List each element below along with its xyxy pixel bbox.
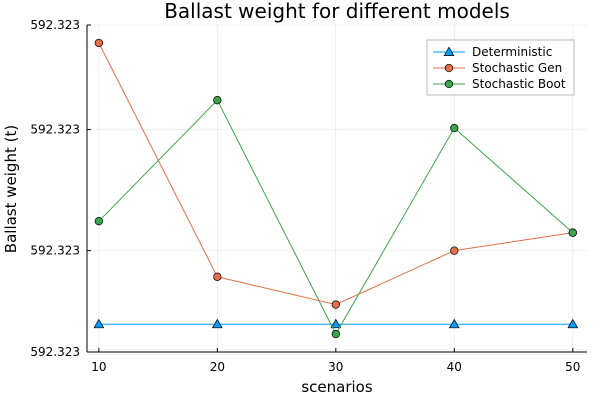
series-deterministic [93,318,579,329]
series-stochastic-gen [94,38,577,309]
data-point-stochastic-gen [331,300,340,309]
series-stochastic-boot [94,96,577,339]
data-point-stochastic-gen [94,38,103,48]
data-point-deterministic [93,318,105,329]
y-axis-label: Ballast weight (t) [2,125,20,253]
data-point-deterministic [448,318,460,329]
data-point-stochastic-boot [568,228,577,237]
x-tick-label: 30 [328,360,343,374]
legend-marker-stochastic-boot [444,79,454,89]
data-point-deterministic [330,318,342,329]
x-axis-label: scenarios [301,378,373,396]
x-tick-label: 40 [447,360,462,374]
x-ticks: 10 20 30 40 50 [91,348,580,374]
legend-label-stochastic-gen: Stochastic Gen [472,61,562,75]
data-point-stochastic-boot [450,123,459,133]
legend-label-stochastic-boot: Stochastic Boot [472,77,566,91]
x-tick-label: 20 [210,360,225,374]
data-point-stochastic-boot [94,217,103,226]
legend-marker-stochastic-gen [444,63,454,73]
series-group [93,38,579,339]
y-tick-label: 592.323 [30,244,80,258]
data-point-stochastic-boot [331,329,340,339]
y-tick-label: 592.323 [30,345,80,359]
legend-label-deterministic: Deterministic [472,45,552,59]
legend: Deterministic Stochastic Gen Stochastic Bo… [426,39,575,96]
y-tick-label: 592.323 [30,18,80,32]
chart-title: Ballast weight for different models [164,0,510,23]
data-point-deterministic [567,318,579,329]
data-point-deterministic [211,318,223,329]
data-point-stochastic-gen [450,246,459,255]
y-ticks: 592.323 592.323 592.323 592.323 [30,18,91,359]
x-tick-label: 50 [565,360,580,374]
legend-marker-deterministic [443,46,455,56]
y-tick-label: 592.323 [30,123,80,137]
data-point-stochastic-gen [213,272,222,281]
x-tick-label: 10 [91,360,106,374]
data-point-stochastic-boot [213,96,222,105]
axes [86,25,587,353]
